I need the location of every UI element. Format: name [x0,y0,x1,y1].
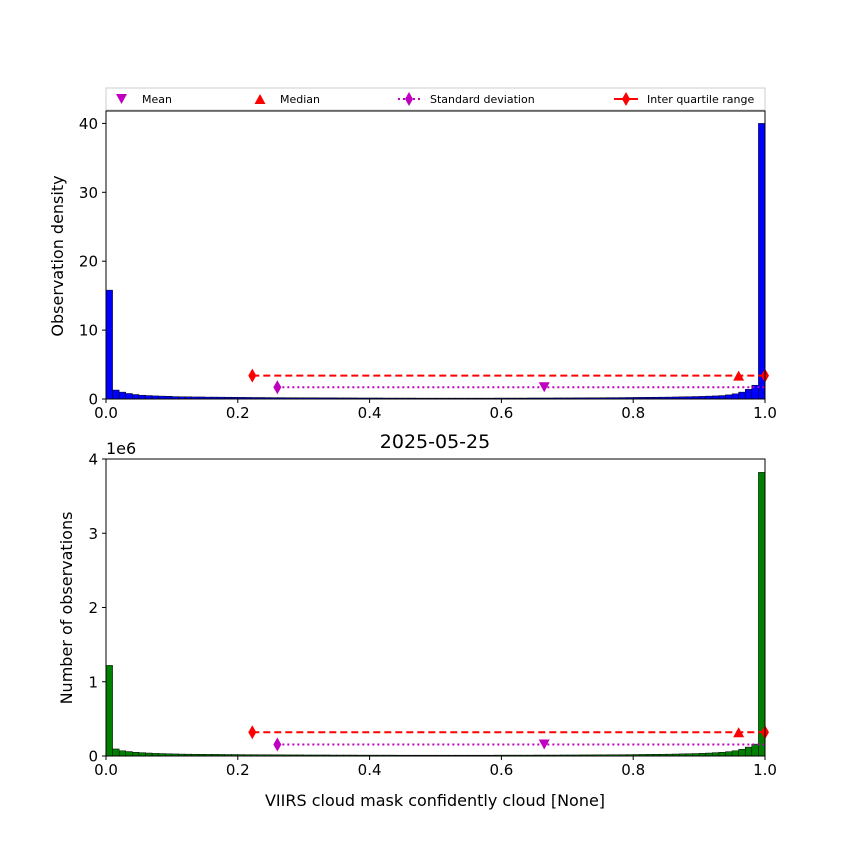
bottom-bar-93 [718,752,726,757]
legend-entry-mean: Mean [116,93,172,106]
top-y-tick-label: 20 [79,253,98,271]
top-bar-5 [138,394,146,400]
bottom-std-low-marker [273,737,282,752]
bottom-bar-92 [712,752,720,757]
bottom-x-tick-label: 0.4 [358,761,382,779]
bottom-bar-1 [112,748,120,757]
legend-mean-label: Mean [142,93,172,106]
bottom-x-tick-label: 0.0 [94,761,118,779]
top-axes: 0.0 0.2 0.4 0.6 0.8 1.0 0 10 20 30 40 [79,110,777,422]
bottom-x-tick-label: 0.8 [621,761,645,779]
bottom-bar-96 [738,749,746,757]
top-bar-0 [105,289,113,400]
top-x-tick-label: 0.6 [489,404,513,422]
legend-frame [105,87,766,111]
bottom-y-tick-label: 2 [88,599,98,617]
bottom-x-tick-label: 1.0 [753,761,777,779]
bottom-bar-3 [125,751,133,757]
bottom-bar-99 [758,472,766,757]
bottom-histogram-bars [105,472,766,757]
bottom-bar-4 [132,752,140,757]
legend-entry-median: Median [254,93,320,106]
top-y-tick-label: 40 [79,115,98,133]
top-statistics-overlay [248,368,769,395]
legend-median-label: Median [280,93,320,106]
top-y-tick-label: 0 [88,391,98,409]
top-std-low-marker [273,380,282,395]
legend-median-marker-icon [254,94,266,104]
bottom-bar-97 [744,746,753,757]
top-mean-marker [538,382,550,393]
bottom-bar-98 [751,743,759,757]
legend-iqr-label: Inter quartile range [647,93,754,106]
top-x-tick-label: 0.2 [226,404,250,422]
legend: Mean Median Standard deviation Inter qua… [105,87,766,111]
bottom-axes: 0.0 0.2 0.4 0.6 0.8 1.0 0 1 2 3 4 [88,451,776,780]
bottom-bar-0 [105,665,113,757]
bottom-axes-frame [105,458,766,757]
top-axes-frame [105,110,766,400]
bottom-y-axis-label: Number of observations [57,512,76,705]
figure-title: 2025-05-25 [380,431,490,453]
legend-entry-std: Standard deviation [398,92,535,106]
bottom-iqr-low-marker [248,725,257,740]
top-bar-95 [731,393,739,400]
legend-std-label: Standard deviation [430,93,535,106]
bottom-y-tick-label: 0 [88,748,98,766]
bottom-bar-2 [118,750,127,757]
top-bar-99 [758,123,766,400]
bottom-y-tick-label: 1 [88,673,98,691]
panel-bottom-counts: 0.0 0.2 0.4 0.6 0.8 1.0 0 1 2 3 4 1e6 Number of ob… [57,439,777,810]
legend-iqr-marker-icon [622,92,630,106]
top-x-tick-label: 0.8 [621,404,645,422]
top-bar-3 [125,393,133,400]
top-bar-4 [132,394,140,400]
top-bar-6 [145,395,153,400]
top-y-axis-label: Observation density [48,175,67,336]
bottom-median-marker [733,727,745,738]
top-iqr-low-marker [248,368,257,383]
legend-mean-marker-icon [116,94,127,104]
legend-std-marker-icon [405,92,413,106]
top-median-marker [733,370,745,381]
bottom-y-tick-label: 3 [88,525,98,543]
bottom-bar-5 [138,752,146,757]
top-x-tick-label: 0.0 [94,404,118,422]
top-y-tick-label: 30 [79,184,98,202]
bottom-y-offset-label: 1e6 [106,439,136,458]
bottom-statistics-overlay [248,725,769,752]
top-bar-93 [718,395,726,400]
panel-top-density: 0.0 0.2 0.4 0.6 0.8 1.0 0 10 20 30 40 Observation … [48,110,777,422]
bottom-x-tick-label: 0.2 [226,761,250,779]
bottom-bar-95 [731,750,739,757]
bottom-y-tick-label: 4 [88,451,98,469]
legend-entry-iqr: Inter quartile range [614,92,754,106]
bottom-x-axis-label: VIIRS cloud mask confidently cloud [None… [265,791,605,810]
bottom-bar-94 [725,751,733,757]
top-bar-1 [112,389,120,400]
top-bar-94 [725,394,733,400]
top-x-tick-label: 1.0 [753,404,777,422]
bottom-mean-marker [538,739,550,750]
top-bar-96 [738,391,746,400]
top-histogram-bars [105,123,766,400]
top-bar-2 [118,391,127,400]
top-x-tick-label: 0.4 [358,404,382,422]
top-bar-97 [744,389,753,400]
top-y-tick-label: 10 [79,322,98,340]
bottom-x-tick-label: 0.6 [489,761,513,779]
